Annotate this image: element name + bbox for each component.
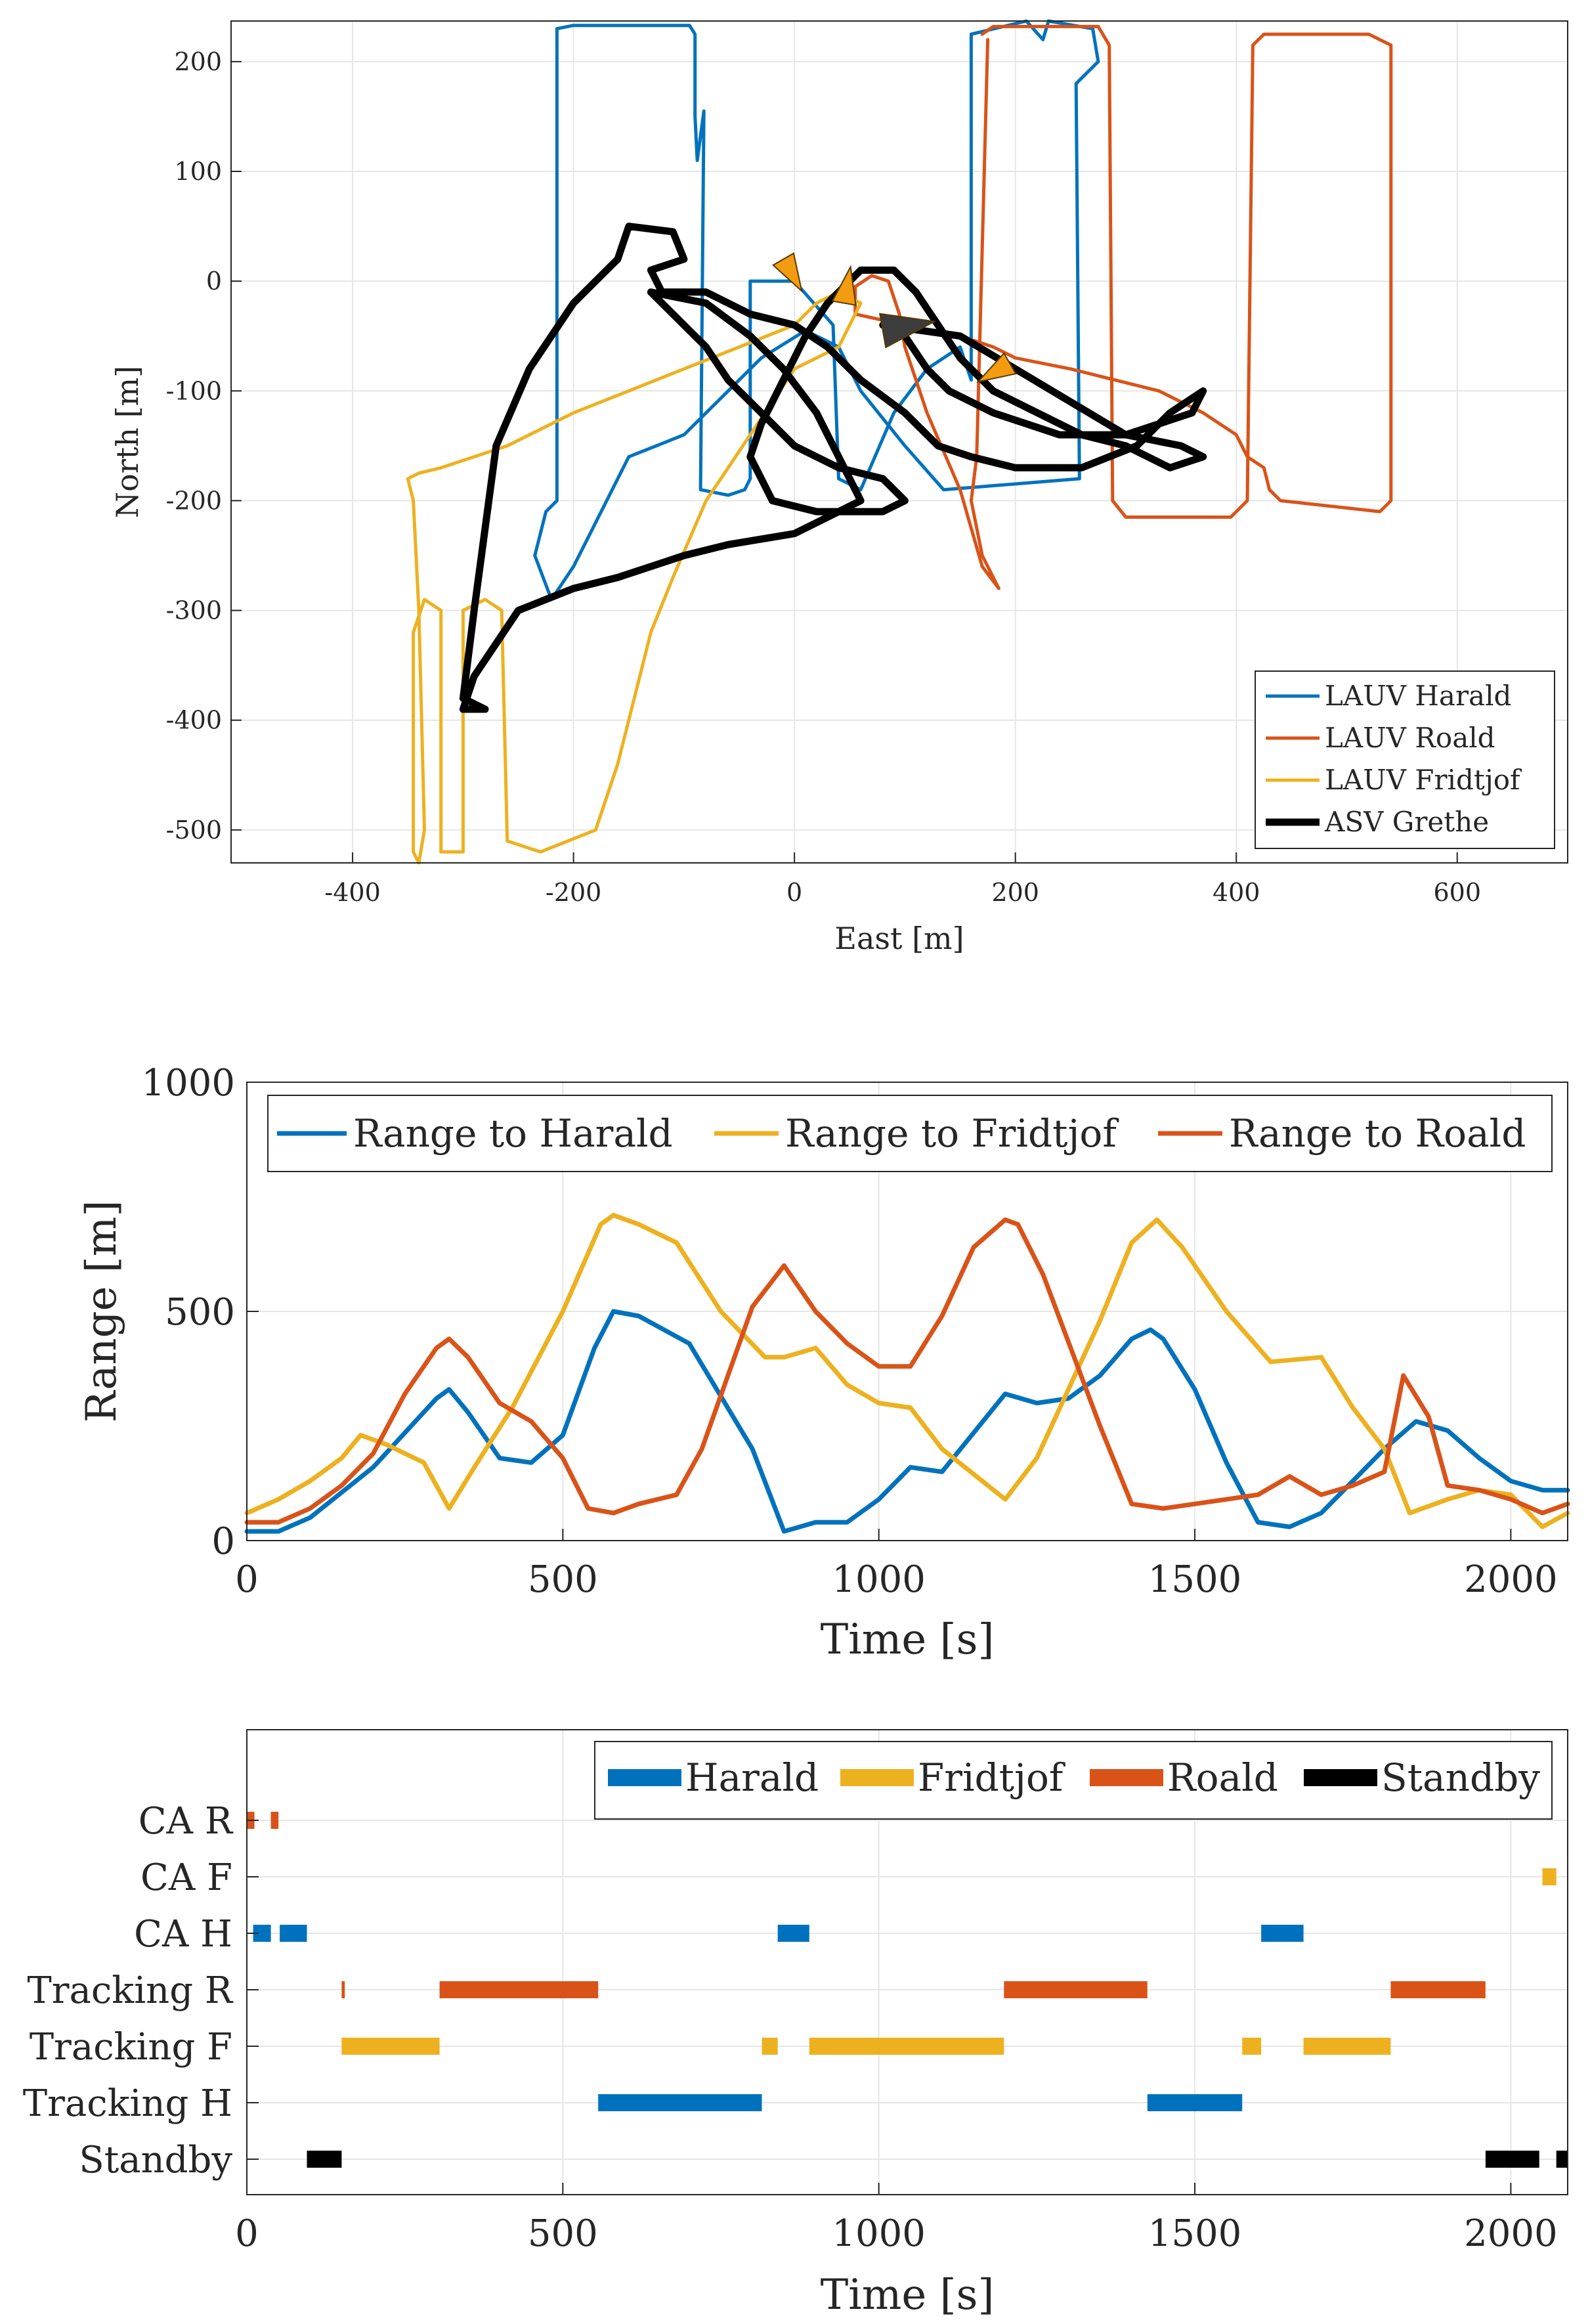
trajectory-ylabel: North [m] (110, 366, 145, 518)
modes-xlabel: Time [s] (821, 2271, 995, 2319)
vehicle-marker-fridtjof (772, 252, 803, 294)
legend-swatch-mode-standby (1304, 1769, 1377, 1786)
trajectory-xtick-label: 600 (1433, 878, 1481, 907)
mode-bar-tracking-r (1390, 1981, 1486, 1998)
trajectory-axes-box (230, 20, 1568, 864)
modes-row-label: Tracking F (30, 2026, 232, 2069)
mode-bar-tracking-h (598, 2094, 762, 2111)
trajectory-ticks: -400 -200 0 200 400 600 200 100 0 -100 -200 -300 -40… (166, 47, 1481, 907)
modes-xtick-label: 1500 (1148, 2212, 1242, 2255)
range-line-range-to-fridtjof (244, 1212, 1570, 1529)
trajectory-xtick-label: 200 (991, 878, 1039, 907)
mode-bar-ca-h (280, 1925, 307, 1942)
modes-row-label: Tracking R (27, 1969, 233, 2012)
mode-bar-standby (307, 2151, 342, 2168)
trajectory-plot: -400 -200 0 200 400 600 200 100 0 -100 -200 -300 -40… (110, 19, 1568, 956)
legend-label-mode-fridtjof: Fridtjof (918, 1755, 1065, 1800)
trajectory-xtick-label: 0 (786, 878, 802, 907)
trajectory-ytick-label: 100 (174, 157, 222, 186)
trajectory-ytick-label: -500 (166, 816, 222, 844)
trajectory-ytick-label: -300 (166, 596, 222, 625)
legend-label-range-fridtjof: Range to Fridtjof (785, 1111, 1119, 1156)
trajectory-ytick-label: -200 (166, 486, 222, 515)
trajectory-ytick-label: -100 (166, 376, 222, 405)
range-ytick-label: 0 (211, 1520, 235, 1563)
legend-label-mode-roald: Roald (1167, 1755, 1278, 1800)
mode-bar-tracking-f (1303, 2038, 1391, 2055)
modes-legend-box (594, 1741, 1553, 1820)
legend-label-grethe: ASV Grethe (1324, 806, 1489, 838)
modes-xtick-label: 500 (528, 2212, 598, 2255)
range-xtick-label: 500 (528, 1558, 598, 1601)
legend-swatch-mode-harald (608, 1769, 681, 1786)
modes-axes-box (246, 1729, 1568, 2195)
mode-bar-ca-h (777, 1925, 809, 1942)
range-xtick-label: 2000 (1464, 1558, 1558, 1601)
modes-ticks: 0 500 1000 1500 2000 CA R CA F CA H Tracking R Tr… (23, 1800, 1558, 2255)
mode-bar-tracking-f (809, 2038, 1004, 2055)
modes-row-label: Standby (79, 2139, 232, 2181)
legend-label-mode-harald: Harald (685, 1755, 819, 1800)
modes-plot: 0 500 1000 1500 2000 CA R CA F CA H Tracking R Tr… (23, 1729, 1568, 2319)
mode-bar-ca-h (1261, 1925, 1304, 1942)
mode-bar-ca-f (1542, 1868, 1557, 1885)
trajectory-ytick-label: 200 (174, 47, 222, 76)
range-legend-box (267, 1095, 1553, 1172)
range-ticks: 0 500 1000 1500 2000 0 500 1000 (141, 1062, 1557, 1601)
legend-label-mode-standby: Standby (1381, 1755, 1540, 1800)
modes-row-label: CA H (134, 1913, 232, 1956)
range-xtick-label: 0 (235, 1558, 259, 1601)
trajectory-line-asv-grethe (459, 223, 1207, 713)
modes-xtick-label: 2000 (1464, 2212, 1558, 2255)
modes-row-label: Tracking H (23, 2082, 232, 2125)
range-ylabel: Range [m] (77, 1200, 126, 1423)
trajectory-markers (772, 252, 1017, 384)
range-line-range-to-roald (244, 1217, 1570, 1525)
range-lines (244, 1212, 1570, 1534)
range-xtick-label: 1000 (832, 1558, 926, 1601)
mode-bar-tracking-f (762, 2038, 778, 2055)
range-xtick-label: 1500 (1148, 1558, 1242, 1601)
trajectory-line-lauv-roald (853, 24, 1393, 590)
legend-swatch-mode-fridtjof (840, 1769, 914, 1786)
legend-label-fridtjof: LAUV Fridtjof (1325, 764, 1522, 796)
trajectory-lines (406, 19, 1393, 865)
mode-bar-tracking-r (1004, 1981, 1148, 1998)
vehicle-marker-roald-2 (976, 352, 1017, 384)
trajectory-xlabel: East [m] (834, 921, 964, 956)
mode-bar-ca-r (270, 1812, 279, 1829)
mode-bar-tracking-r (341, 1981, 345, 1998)
modes-bars (247, 1812, 1568, 2168)
modes-legend: Harald Fridtjof Roald Standby (594, 1741, 1553, 1820)
legend-label-range-roald: Range to Roald (1229, 1111, 1526, 1156)
legend-label-roald: LAUV Roald (1325, 722, 1495, 754)
mode-bar-tracking-h (1147, 2094, 1243, 2111)
mode-bar-tracking-r (439, 1981, 599, 1998)
modes-row-label: CA F (140, 1856, 232, 1899)
trajectory-ytick-label: -400 (166, 706, 222, 735)
modes-row-label: CA R (139, 1800, 234, 1843)
mode-bar-standby (1485, 2151, 1539, 2168)
legend-label-harald: LAUV Harald (1325, 680, 1511, 712)
range-ytick-label: 500 (165, 1291, 235, 1334)
range-ytick-label: 1000 (141, 1062, 235, 1105)
trajectory-xtick-label: 400 (1213, 878, 1260, 907)
trajectory-xtick-label: -400 (324, 878, 380, 907)
trajectory-legend: LAUV Harald LAUV Roald LAUV Fridtjof ASV… (1255, 670, 1555, 849)
vehicle-marker-roald (831, 265, 857, 306)
legend-label-range-harald: Range to Harald (353, 1111, 673, 1156)
range-xlabel: Time [s] (821, 1615, 995, 1664)
range-plot: 0 500 1000 1500 2000 0 500 1000 Time [s] Range … (77, 1062, 1570, 1664)
modes-xtick-label: 0 (235, 2212, 259, 2255)
range-legend: Range to Harald Range to Fridtjof Range … (267, 1095, 1553, 1172)
mode-bar-tracking-f (341, 2038, 440, 2055)
legend-swatch-mode-roald (1090, 1769, 1163, 1786)
mode-bar-standby (1556, 2151, 1568, 2168)
mode-bar-tracking-f (1242, 2038, 1262, 2055)
trajectory-ytick-label: 0 (206, 267, 222, 296)
trajectory-xtick-label: -200 (546, 878, 601, 907)
modes-xtick-label: 1000 (832, 2212, 926, 2255)
vehicle-marker-grethe (878, 313, 937, 349)
